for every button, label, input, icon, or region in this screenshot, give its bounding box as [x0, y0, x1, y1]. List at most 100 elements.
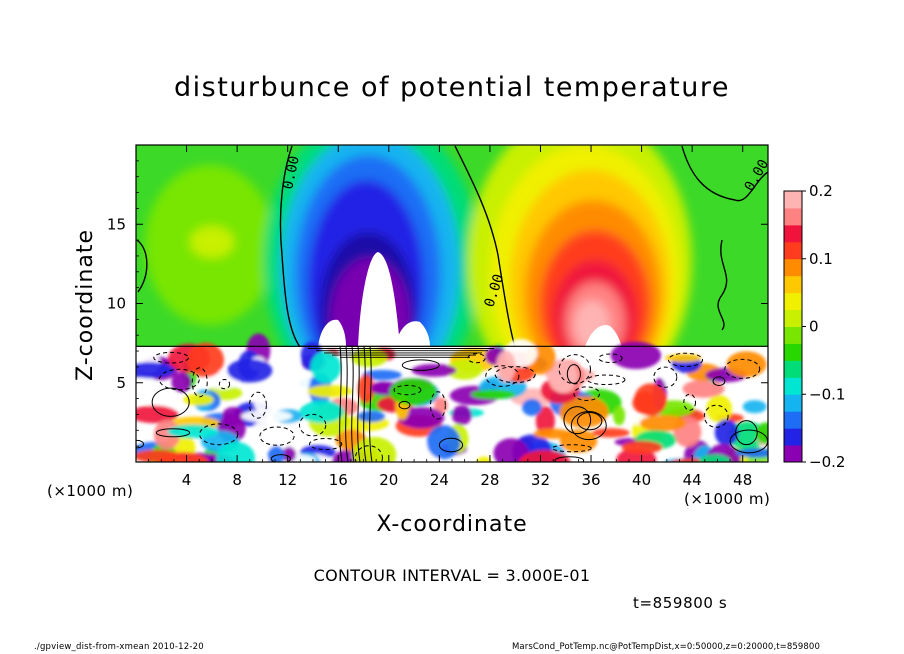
turbulence-blob: [362, 369, 402, 381]
zero-contour-line: [279, 145, 301, 348]
x-tick-label: 24: [430, 471, 449, 489]
x-tick-label: 44: [683, 471, 702, 489]
colorbar-tick-label: 0.1: [809, 250, 833, 268]
colorbar-swatch: [784, 258, 802, 277]
field-yellow-patch: [190, 226, 234, 258]
x-tick-label: 4: [182, 471, 192, 489]
turbulence-contour: [429, 391, 446, 420]
colorbar-swatch: [784, 292, 802, 311]
y-tick-label: 10: [107, 295, 126, 313]
x-tick-label: 20: [379, 471, 398, 489]
turbulence-contour: [735, 420, 758, 446]
y-tick-label: 15: [107, 215, 126, 233]
colorbar-tick-label: 0: [809, 318, 819, 336]
x-tick-label: 28: [480, 471, 499, 489]
turbulence-blob: [351, 348, 388, 368]
turbulence-blob: [535, 405, 555, 436]
colorbar-swatch: [784, 411, 802, 429]
colorbar-swatch: [784, 343, 802, 361]
turbulence-blob: [370, 381, 396, 396]
turbulence-blob: [592, 428, 630, 438]
y-tick-label: 5: [116, 374, 126, 392]
turbulence-blob: [476, 456, 492, 462]
turbulence-contour: [199, 423, 239, 446]
turbulence-blob: [518, 450, 571, 462]
colorbar-swatch: [784, 428, 802, 446]
turbulence-contour: [151, 387, 190, 417]
colorbar-tick-label: −0.2: [809, 453, 845, 471]
turbulence-blob: [241, 409, 293, 423]
chart-title: disturbunce of potential temperature: [174, 72, 730, 103]
turbulence-blob: [352, 436, 397, 462]
y-axis-label: Z-coordinate: [73, 229, 98, 381]
turbulence-blob: [277, 350, 300, 375]
colorbar-swatch: [784, 241, 802, 260]
turbulence-contour: [586, 374, 626, 386]
zero-contour-line: [681, 145, 768, 202]
turbulence-contour: [712, 376, 726, 386]
turbulence-contour: [467, 353, 486, 364]
turbulence-blob: [171, 371, 192, 393]
turbulence-contour: [401, 359, 440, 371]
turbulence-blob: [706, 394, 732, 423]
colorbar-swatch: [784, 445, 802, 463]
turbulence-blob: [451, 405, 472, 426]
turbulence-contour: [683, 393, 697, 411]
x-tick-label: 36: [581, 471, 600, 489]
colorbar-swatch: [784, 394, 802, 412]
colorbar-swatch: [784, 326, 802, 344]
colorbar-swatch: [784, 377, 802, 395]
turbulence-blob: [299, 400, 345, 423]
colorbar-swatch: [784, 224, 802, 243]
turbulence-contour: [354, 445, 383, 462]
turbulence-contour: [667, 352, 704, 367]
turbulence-blob: [742, 400, 767, 414]
turbulence-blob: [735, 448, 768, 458]
footer-command: ./gpview_dist-from-xmean 2010-12-20: [34, 642, 204, 652]
turbulence-blob: [613, 405, 626, 426]
turbulence-contour: [259, 426, 295, 446]
turbulence-blob: [253, 388, 269, 413]
cold-plume-core: [318, 319, 346, 347]
boundary-layer-contours: [136, 346, 768, 462]
turbulence-contour: [724, 358, 761, 379]
turbulence-contour: [576, 412, 603, 431]
turbulence-contour: [573, 386, 601, 401]
plume-stem-contour: [363, 346, 367, 462]
turbulence-blob: [389, 378, 438, 406]
colorbar-swatch: [784, 275, 802, 294]
turbulence-blob: [698, 454, 731, 462]
plume-stem-contour: [357, 346, 361, 462]
turbulence-blob: [446, 359, 483, 380]
y-axis: 5 10 15: [107, 160, 768, 447]
zero-contour-line: [136, 239, 148, 293]
turbulence-blob: [136, 362, 175, 379]
turbulence-blob: [426, 424, 461, 460]
turbulence-contour: [653, 366, 678, 388]
x-tick-label: 48: [733, 471, 752, 489]
zero-contour-line: [717, 239, 728, 331]
turbulence-contour: [308, 438, 343, 451]
heatmap-field: 0.00 0.00 0.00: [136, 145, 768, 462]
zero-contour-line: [454, 145, 516, 348]
turbulence-contour: [703, 404, 729, 428]
turbulence-contour: [563, 406, 592, 435]
colorbar-swatch: [784, 207, 802, 226]
turbulence-blob: [276, 373, 314, 405]
turbulence-blob: [398, 406, 445, 429]
turbulence-blob: [310, 351, 341, 384]
turbulence-blob: [434, 397, 448, 414]
turbulence-contour: [393, 384, 422, 396]
plume-stem-contour: [369, 346, 373, 462]
warm-plume-core: [585, 325, 622, 347]
contour-label: 0.00: [280, 155, 303, 191]
turbulence-contour: [485, 365, 520, 387]
y-axis-unit: (×1000 m): [47, 482, 134, 500]
turbulence-contour: [191, 367, 208, 398]
turbulence-contour: [270, 454, 291, 462]
turbulence-blob: [493, 438, 529, 462]
turbulence-blob: [548, 359, 578, 394]
x-tick-label: 40: [632, 471, 651, 489]
turbulence-blob: [634, 383, 667, 417]
